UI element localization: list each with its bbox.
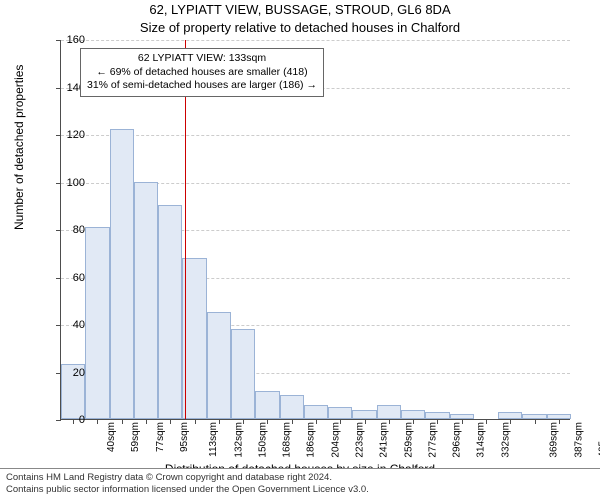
xtick-label: 204sqm <box>330 422 341 458</box>
histogram-bar <box>207 312 231 419</box>
gridline-h <box>61 135 570 136</box>
plot-area <box>60 40 570 420</box>
xtick-label: 369sqm <box>549 422 560 458</box>
histogram-bar <box>182 258 206 420</box>
histogram-bar <box>134 182 158 420</box>
xtick-label: 186sqm <box>306 422 317 458</box>
ytick-label: 140 <box>45 82 85 94</box>
xtick-label: 40sqm <box>106 422 117 452</box>
histogram-bar <box>85 227 109 419</box>
xtick-label: 132sqm <box>233 422 244 458</box>
xtick-label: 259sqm <box>403 422 414 458</box>
annotation-line: 31% of semi-detached houses are larger (… <box>87 79 317 93</box>
xtick-label: 59sqm <box>130 422 141 452</box>
xtick-label: 241sqm <box>379 422 390 458</box>
xtick-label: 77sqm <box>155 422 166 452</box>
ytick-label: 80 <box>45 224 85 236</box>
histogram-bar <box>110 129 134 419</box>
histogram-bar <box>377 405 401 419</box>
xtick-label: 95sqm <box>179 422 190 452</box>
xtick-label: 150sqm <box>257 422 268 458</box>
xtick-mark <box>146 419 147 424</box>
xtick-label: 168sqm <box>282 422 293 458</box>
gridline-h <box>61 40 570 41</box>
annotation-line: ← 69% of detached houses are smaller (41… <box>87 66 317 80</box>
histogram-bar <box>304 405 328 419</box>
histogram-bar <box>401 410 425 420</box>
histogram-bar <box>498 412 522 419</box>
xtick-label: 113sqm <box>208 422 219 457</box>
histogram-bar <box>158 205 182 419</box>
xtick-mark <box>219 419 220 424</box>
ytick-label: 120 <box>45 129 85 141</box>
histogram-bar <box>255 391 279 420</box>
ytick-label: 60 <box>45 272 85 284</box>
xtick-mark <box>535 419 536 424</box>
footer-line-1: Contains HM Land Registry data © Crown c… <box>6 472 594 484</box>
chart-title-main: 62, LYPIATT VIEW, BUSSAGE, STROUD, GL6 8… <box>0 2 600 17</box>
xtick-label: 277sqm <box>427 422 438 458</box>
histogram-bar <box>328 407 352 419</box>
xtick-label: 332sqm <box>500 422 511 458</box>
y-axis-label: Number of detached properties <box>12 65 26 230</box>
xtick-label: 387sqm <box>573 422 584 458</box>
xtick-label: 296sqm <box>452 422 463 458</box>
ytick-label: 20 <box>45 367 85 379</box>
xtick-mark <box>122 419 123 424</box>
histogram-bar <box>231 329 255 419</box>
chart-title-sub: Size of property relative to detached ho… <box>0 20 600 35</box>
histogram-bar <box>352 410 376 420</box>
xtick-mark <box>97 419 98 424</box>
ytick-label: 160 <box>45 34 85 46</box>
xtick-mark <box>170 419 171 424</box>
ytick-label: 0 <box>45 414 85 426</box>
histogram-bar <box>425 412 449 419</box>
xtick-mark <box>195 419 196 424</box>
xtick-label: 223sqm <box>355 422 366 458</box>
ytick-label: 40 <box>45 319 85 331</box>
annotation-line: 62 LYPIATT VIEW: 133sqm <box>87 52 317 66</box>
footer-line-2: Contains public sector information licen… <box>6 484 594 496</box>
ytick-label: 100 <box>45 177 85 189</box>
annotation-box: 62 LYPIATT VIEW: 133sqm← 69% of detached… <box>80 48 324 97</box>
footer-attribution: Contains HM Land Registry data © Crown c… <box>0 468 600 500</box>
xtick-label: 314sqm <box>476 422 487 458</box>
histogram-bar <box>280 395 304 419</box>
